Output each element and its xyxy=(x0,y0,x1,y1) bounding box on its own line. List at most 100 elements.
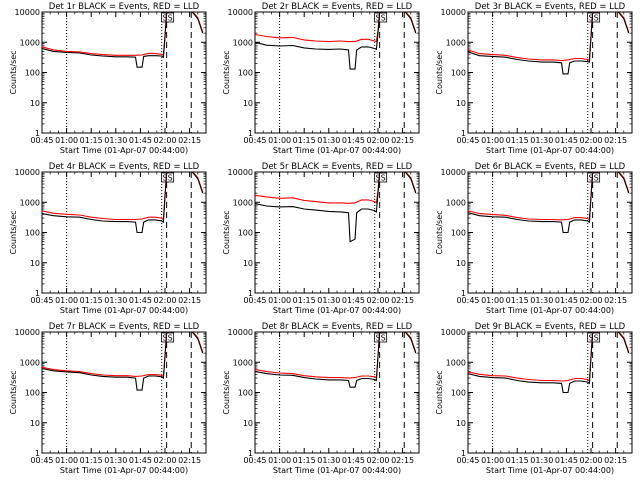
ss-marker-label: SS xyxy=(589,334,599,343)
x-tick-label: 01:00 xyxy=(268,136,291,145)
series-line-lld xyxy=(468,172,630,222)
y-tick-label: 10000 xyxy=(441,8,466,17)
x-tick-label: 01:00 xyxy=(55,456,78,465)
x-tick-label: 01:00 xyxy=(481,136,504,145)
x-tick-label: 01:00 xyxy=(55,296,78,305)
series-line-lld xyxy=(42,172,204,221)
x-tick-label: 01:15 xyxy=(80,456,103,465)
y-tick-label: 100 xyxy=(238,69,253,78)
x-axis-label: Start Time (01-Apr-07 00:44:00) xyxy=(60,306,188,315)
x-tick-label: 02:00 xyxy=(153,136,176,145)
y-tick-label: 10 xyxy=(30,259,40,268)
x-tick-label: 01:00 xyxy=(55,136,78,145)
x-tick-label: 01:45 xyxy=(129,136,152,145)
panel-title: Det 8r BLACK = Events, RED = LLD xyxy=(262,322,413,332)
ss-marker-label: SS xyxy=(163,174,173,183)
y-tick-label: 10000 xyxy=(15,8,40,17)
y-tick-label: 1 xyxy=(461,449,466,458)
y-tick-label: 1 xyxy=(248,129,253,138)
x-tick-label: 01:45 xyxy=(129,456,152,465)
x-axis-label: Start Time (01-Apr-07 00:44:00) xyxy=(273,306,401,315)
panel-7: Det 7r BLACK = Events, RED = LLD 1 10 100 10… xyxy=(9,322,207,475)
x-axis-label: Start Time (01-Apr-07 00:44:00) xyxy=(273,146,401,155)
y-tick-label: 1000 xyxy=(446,38,466,47)
ss-marker-label: SS xyxy=(163,14,173,23)
y-tick-label: 10000 xyxy=(228,168,253,177)
x-axis-label: Start Time (01-Apr-07 00:44:00) xyxy=(486,466,614,475)
y-tick-label: 1000 xyxy=(233,198,253,207)
x-tick-label: 01:45 xyxy=(555,296,578,305)
x-tick-label: 01:00 xyxy=(481,456,504,465)
panel-title: Det 3r BLACK = Events, RED = LLD xyxy=(475,2,626,12)
x-tick-label: 01:15 xyxy=(80,136,103,145)
x-tick-label: 00:45 xyxy=(30,456,53,465)
x-tick-label: 01:00 xyxy=(481,296,504,305)
x-axis-label: Start Time (01-Apr-07 00:44:00) xyxy=(60,466,188,475)
x-tick-label: 02:00 xyxy=(579,136,602,145)
x-tick-label: 02:00 xyxy=(366,136,389,145)
y-tick-label: 100 xyxy=(25,229,40,238)
series-line-lld xyxy=(468,332,630,383)
series-line-events xyxy=(468,172,630,234)
series-line-events xyxy=(42,332,204,391)
y-axis-label: Counts/sec xyxy=(9,210,18,254)
x-tick-label: 00:45 xyxy=(456,456,479,465)
x-tick-label: 01:30 xyxy=(104,296,127,305)
y-axis-label: Counts/sec xyxy=(435,210,444,254)
panel-title: Det 6r BLACK = Events, RED = LLD xyxy=(475,162,626,172)
x-tick-label: 02:00 xyxy=(366,456,389,465)
panel-title: Det 1r BLACK = Events, RED = LLD xyxy=(49,2,200,12)
x-tick-label: 00:45 xyxy=(243,456,266,465)
y-tick-label: 10 xyxy=(456,419,466,428)
x-tick-label: 01:00 xyxy=(268,296,291,305)
y-tick-label: 10000 xyxy=(228,328,253,337)
y-tick-label: 10 xyxy=(243,259,253,268)
x-tick-label: 01:00 xyxy=(268,456,291,465)
series-line-lld xyxy=(255,172,417,204)
y-axis-label: Counts/sec xyxy=(222,370,231,414)
panel-title: Det 9r BLACK = Events, RED = LLD xyxy=(475,322,626,332)
y-axis-label: Counts/sec xyxy=(9,50,18,94)
y-tick-label: 1 xyxy=(35,449,40,458)
panel-title: Det 7r BLACK = Events, RED = LLD xyxy=(49,322,200,332)
series-line-lld xyxy=(42,12,204,57)
x-tick-label: 02:15 xyxy=(178,456,201,465)
series-line-lld xyxy=(255,12,417,43)
x-tick-label: 01:15 xyxy=(293,456,316,465)
y-tick-label: 100 xyxy=(451,69,466,78)
y-tick-label: 1 xyxy=(461,289,466,298)
x-tick-label: 01:45 xyxy=(129,296,152,305)
y-axis-label: Counts/sec xyxy=(222,210,231,254)
y-tick-label: 10000 xyxy=(228,8,253,17)
panel-8: Det 8r BLACK = Events, RED = LLD 1 10 100 10… xyxy=(222,322,420,475)
series-line-lld xyxy=(42,332,204,378)
x-tick-label: 02:15 xyxy=(391,296,414,305)
x-tick-label: 01:30 xyxy=(530,136,553,145)
y-tick-label: 10000 xyxy=(441,168,466,177)
ss-marker-label: SS xyxy=(376,174,386,183)
series-line-events xyxy=(468,332,630,394)
y-axis-label: Counts/sec xyxy=(9,370,18,414)
y-tick-label: 10000 xyxy=(15,328,40,337)
y-tick-label: 10000 xyxy=(15,168,40,177)
y-tick-label: 1000 xyxy=(233,358,253,367)
y-axis-label: Counts/sec xyxy=(222,50,231,94)
x-tick-label: 01:30 xyxy=(317,456,340,465)
panel-title: Det 5r BLACK = Events, RED = LLD xyxy=(262,162,413,172)
y-tick-label: 1000 xyxy=(233,38,253,47)
x-tick-label: 01:30 xyxy=(317,136,340,145)
x-tick-label: 01:15 xyxy=(506,296,529,305)
x-axis-label: Start Time (01-Apr-07 00:44:00) xyxy=(486,146,614,155)
y-tick-label: 1 xyxy=(35,289,40,298)
y-tick-label: 1000 xyxy=(20,38,40,47)
x-tick-label: 02:15 xyxy=(604,296,627,305)
y-tick-label: 1 xyxy=(248,449,253,458)
ss-marker-label: SS xyxy=(376,14,386,23)
ss-marker-label: SS xyxy=(163,334,173,343)
x-tick-label: 02:15 xyxy=(178,296,201,305)
y-tick-label: 100 xyxy=(25,69,40,78)
y-tick-label: 1000 xyxy=(20,198,40,207)
panel-5: Det 5r BLACK = Events, RED = LLD 1 10 100 10… xyxy=(222,162,420,315)
series-line-events xyxy=(468,12,630,75)
